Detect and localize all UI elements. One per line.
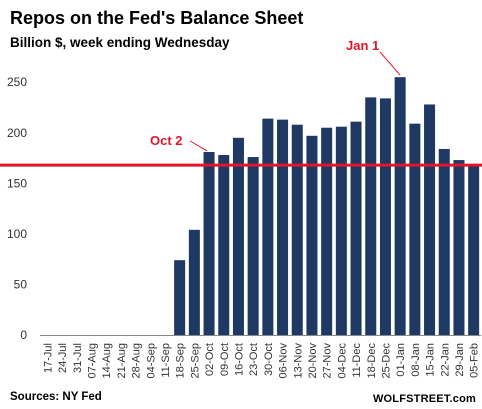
bar-05-Feb (468, 165, 480, 335)
x-tick-label: 21-Aug (116, 343, 128, 378)
source-note: Sources: NY Fed (10, 391, 102, 403)
x-tick-label: 20-Nov (307, 343, 319, 379)
bar-16-Oct (232, 137, 244, 335)
x-tick-label: 23-Oct (248, 343, 260, 376)
x-tick-label: 07-Aug (86, 343, 98, 378)
chart-subtitle: Billion $, week ending Wednesday (10, 35, 230, 50)
bar-20-Nov (306, 135, 318, 335)
bar-04-Dec (335, 126, 347, 336)
y-tick-label: 50 (14, 277, 28, 291)
x-tick-label: 09-Oct (219, 343, 231, 376)
bar-25-Dec (379, 98, 391, 336)
bar-15-Jan (424, 104, 436, 335)
x-tick-label: 31-Jul (72, 343, 84, 373)
bar-01-Jan (394, 77, 406, 336)
x-tick-label: 16-Oct (233, 343, 245, 376)
bars (174, 77, 480, 336)
x-tick-label: 25-Dec (380, 343, 392, 379)
annotation-leader (379, 51, 401, 76)
annotation-leader (189, 140, 208, 152)
bar-29-Jan (453, 160, 465, 335)
annotation-label: Jan 1 (346, 38, 379, 53)
y-axis: 0 50 100 150 200 250 (7, 75, 27, 342)
x-tick-label: 02-Oct (204, 343, 216, 376)
x-tick-label: 27-Nov (322, 343, 334, 379)
chart-title: Repos on the Fed's Balance Sheet (10, 8, 303, 28)
x-tick-label: 17-Jul (42, 343, 54, 373)
x-tick-label: 25-Sep (189, 343, 201, 378)
x-tick-label: 01-Jan (395, 343, 407, 377)
bar-06-Nov (277, 119, 289, 335)
bar-09-Oct (218, 155, 230, 335)
x-tick-label: 18-Sep (175, 343, 187, 378)
bar-22-Jan (438, 148, 450, 335)
x-tick-label: 22-Jan (439, 343, 451, 377)
x-tick-label: 11-Sep (160, 343, 172, 378)
y-tick-label: 0 (20, 328, 27, 342)
x-axis: 17-Jul 24-Jul 31-Jul 07-Aug 14-Aug 21-Aug 28-A… (42, 343, 480, 379)
x-tick-label: 06-Nov (278, 343, 290, 379)
annotation-label: Oct 2 (150, 133, 183, 148)
x-tick-label: 14-Aug (101, 343, 113, 378)
x-tick-label: 11-Dec (351, 343, 363, 378)
x-tick-label: 05-Feb (469, 343, 481, 378)
bar-27-Nov (321, 127, 333, 335)
y-tick-label: 150 (7, 176, 27, 190)
x-tick-label: 15-Jan (425, 343, 437, 377)
y-tick-label: 200 (7, 126, 27, 140)
x-tick-label: 08-Jan (410, 343, 422, 377)
bar-30-Oct (262, 118, 274, 336)
bar-08-Jan (409, 123, 421, 336)
bar-18-Sep (174, 260, 186, 335)
x-tick-label: 04-Dec (336, 343, 348, 379)
x-tick-label: 13-Nov (292, 343, 304, 379)
x-tick-label: 04-Sep (145, 343, 157, 378)
x-tick-label: 24-Jul (57, 343, 69, 373)
bar-13-Nov (291, 124, 303, 335)
bar-02-Oct (203, 151, 215, 335)
bar-25-Sep (188, 229, 200, 335)
y-tick-label: 250 (7, 75, 27, 89)
y-tick-label: 100 (7, 227, 27, 241)
brand-label: WOLFSTREET.com (373, 393, 476, 405)
bar-11-Dec (350, 121, 362, 335)
annotations: Oct 2 Jan 1 (150, 38, 401, 152)
x-tick-label: 29-Jan (454, 343, 466, 377)
bar-23-Oct (247, 157, 259, 335)
x-tick-label: 30-Oct (263, 343, 275, 376)
x-tick-label: 18-Dec (366, 343, 378, 379)
bar-18-Dec (365, 97, 377, 335)
x-tick-label: 28-Aug (131, 343, 143, 378)
